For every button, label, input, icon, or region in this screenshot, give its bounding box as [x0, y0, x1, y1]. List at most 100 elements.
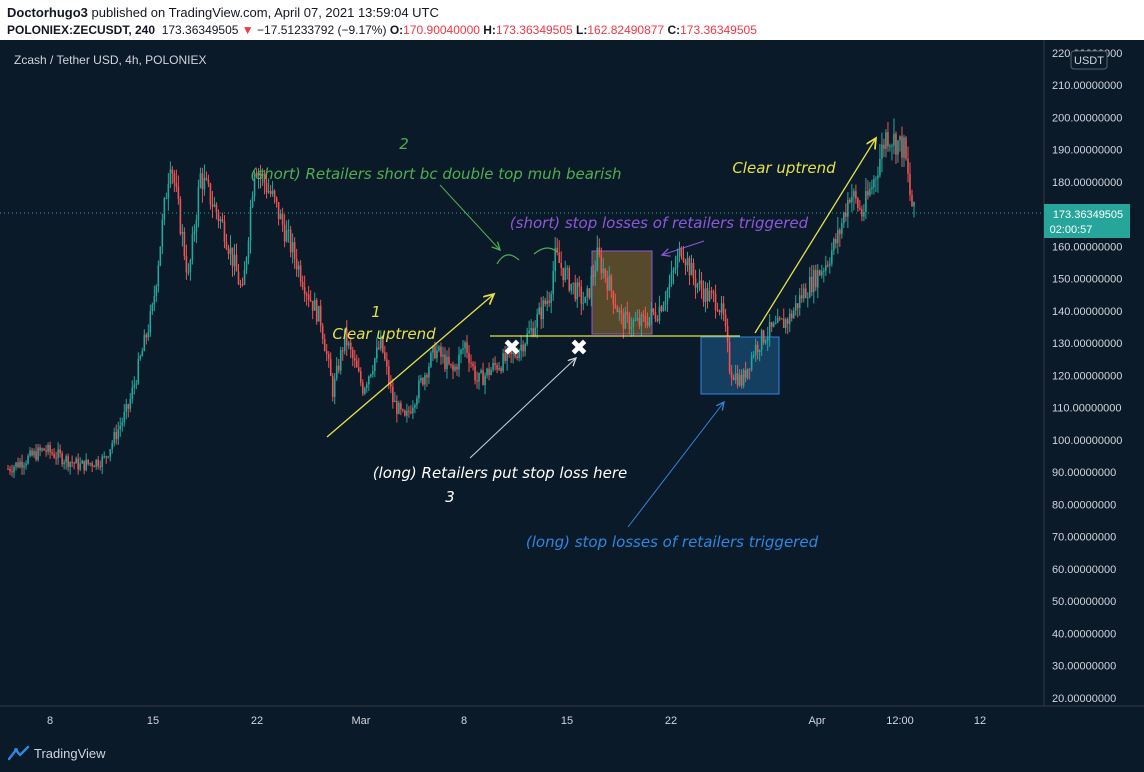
currency-badge[interactable] [1070, 50, 1108, 70]
candle-body [851, 196, 853, 203]
candle-body [428, 366, 430, 378]
candle-body [23, 465, 25, 468]
candle-body [634, 319, 637, 321]
candle-body [833, 239, 835, 251]
tradingview-logo-icon[interactable] [8, 745, 30, 761]
candle-body [153, 296, 156, 305]
candle-body [335, 365, 338, 379]
candle-body [376, 347, 378, 359]
candle-body [261, 173, 264, 176]
candle-body [311, 300, 314, 311]
price-tick-label: 150.00000000 [1052, 274, 1122, 286]
candle-body [762, 330, 765, 343]
candle-body [211, 204, 214, 207]
candle-body [903, 137, 905, 158]
author-name[interactable]: Doctorhugo3 [7, 5, 88, 20]
candle-body [814, 269, 817, 288]
candle-body [384, 352, 386, 360]
candle-body [726, 325, 729, 343]
candle-body [331, 376, 334, 397]
candle-body [494, 362, 496, 366]
candle-body [317, 305, 320, 322]
candle-body [313, 299, 316, 311]
candle-body [911, 195, 913, 207]
candle-body [490, 369, 492, 376]
candle-body [199, 173, 202, 188]
candle-body [600, 254, 603, 274]
candle-body [720, 303, 723, 313]
candle-body [534, 327, 536, 337]
price-tick-label: 40.00000000 [1052, 628, 1116, 640]
candle-body [157, 265, 160, 287]
candle-body [57, 449, 59, 459]
candle-body [859, 207, 861, 210]
candle-body [528, 330, 530, 334]
candle-body [163, 198, 166, 220]
candle-body [504, 353, 506, 361]
candle-body [133, 384, 136, 388]
cross-mark-2-icon: ✖ [570, 335, 588, 360]
time-tick-label: 15 [147, 715, 159, 727]
candle-body [81, 460, 83, 464]
candle-body [732, 377, 735, 380]
candle-body [602, 268, 605, 274]
candle-body [626, 311, 629, 315]
price-axis[interactable]: 20.00000000 30.00000000 40.00000000 50.0000… [1052, 48, 1122, 705]
candle-body [820, 271, 823, 276]
candle-body [861, 209, 863, 217]
candle-body [343, 328, 346, 352]
candle-body [43, 448, 45, 451]
candle-body [103, 456, 106, 458]
candle-body [506, 350, 508, 361]
candle-body [816, 270, 819, 288]
candle-body [219, 219, 222, 222]
candle-body [97, 459, 99, 467]
candle-body [666, 289, 669, 301]
candle-body [65, 456, 67, 463]
candle-body [448, 356, 450, 364]
candle-body [309, 299, 312, 301]
low-label: L: [576, 23, 588, 37]
candle-body [548, 300, 550, 303]
candle-body [277, 202, 280, 220]
candle-body [269, 190, 272, 194]
candle-body [808, 276, 811, 298]
candle-body [610, 275, 613, 291]
candle-body [69, 462, 71, 468]
candle-body [165, 198, 168, 200]
candle-body [390, 383, 392, 387]
candle-body [464, 342, 466, 349]
annotation-long-stop: (long) Retailers put stop loss here [373, 464, 628, 482]
time-axis[interactable]: 8 15 22 Mar 8 15 22 Apr 12:00 12 [47, 715, 986, 727]
candle-body [790, 313, 793, 319]
candle-body [139, 356, 142, 359]
ohlc-line: POLONIEX:ZECUSDT, 240 173.36349505 ▼ −17… [7, 23, 757, 37]
candle-body [87, 459, 89, 464]
candle-body [782, 318, 785, 328]
close-value: 173.36349505 [680, 23, 757, 37]
price-tick-label: 180.00000000 [1052, 177, 1122, 189]
candle-body [660, 306, 663, 312]
price-tick-label: 20.00000000 [1052, 693, 1116, 705]
candle-body [612, 290, 615, 305]
candle-body [734, 373, 737, 380]
candle-body [363, 388, 366, 394]
candle-body [680, 247, 683, 258]
candle-body [27, 455, 29, 464]
candle-body [400, 402, 402, 410]
chart-panel[interactable]: 20.00000000 30.00000000 40.00000000 50.0000… [0, 40, 1144, 736]
candle-body [414, 404, 416, 408]
candle-body [39, 447, 41, 451]
candle-body [85, 459, 87, 471]
candle-body [13, 466, 15, 473]
price-tick-label: 30.00000000 [1052, 661, 1116, 673]
candle-body [73, 462, 75, 464]
candle-body [498, 368, 500, 370]
candle-body [9, 469, 11, 472]
candle-body [774, 323, 777, 325]
price-chart[interactable]: 20.00000000 30.00000000 40.00000000 50.0000… [0, 40, 1144, 736]
tradingview-brand[interactable]: TradingView [34, 746, 106, 761]
candle-body [572, 282, 575, 284]
candle-body [550, 293, 552, 303]
candle-body [889, 146, 891, 148]
